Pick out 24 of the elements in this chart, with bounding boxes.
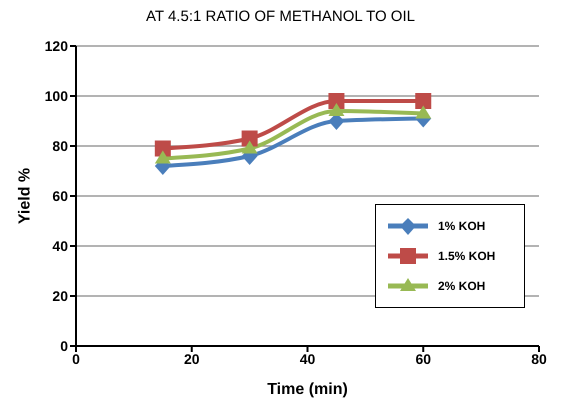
point <box>242 130 258 146</box>
chart-title: AT 4.5:1 RATIO OF METHANOL TO OIL <box>145 8 416 27</box>
x-tick-label: 0 <box>72 350 80 367</box>
x-tick-label: 40 <box>300 350 316 367</box>
y-tick-label: 100 <box>44 88 68 104</box>
y-tick-label: 0 <box>60 338 68 354</box>
x-tick-label: 20 <box>184 350 200 367</box>
legend-label: 2% KOH <box>438 279 486 293</box>
legend-label: 1.5% KOH <box>438 249 496 263</box>
y-tick-label: 120 <box>44 38 68 54</box>
x-tick-label: 60 <box>415 350 432 367</box>
y-tick-label: 60 <box>52 188 68 204</box>
point <box>154 140 171 156</box>
point <box>328 103 344 116</box>
y-tick-label: 40 <box>52 238 68 254</box>
y-tick-label: 80 <box>52 138 68 154</box>
point <box>328 93 344 109</box>
point <box>415 106 432 118</box>
y-tick-label: 20 <box>52 288 68 304</box>
x-tick-label: 80 <box>531 350 547 367</box>
point <box>415 93 432 109</box>
legend-label: 1% KOH <box>438 219 486 233</box>
y-axis-title: Yield % <box>16 168 34 224</box>
x-axis-title: Time (min) <box>267 381 348 398</box>
